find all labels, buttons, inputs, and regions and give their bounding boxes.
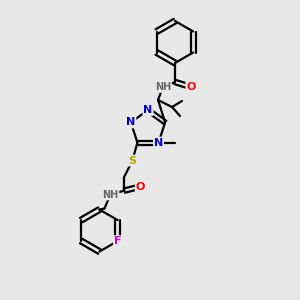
Text: N: N bbox=[143, 105, 153, 115]
Text: F: F bbox=[114, 236, 122, 246]
Text: N: N bbox=[126, 117, 136, 128]
Text: NH: NH bbox=[102, 190, 119, 200]
Text: S: S bbox=[128, 156, 136, 166]
Text: O: O bbox=[186, 82, 196, 92]
Text: N: N bbox=[154, 138, 163, 148]
Text: O: O bbox=[136, 182, 145, 192]
Text: NH: NH bbox=[155, 82, 171, 92]
